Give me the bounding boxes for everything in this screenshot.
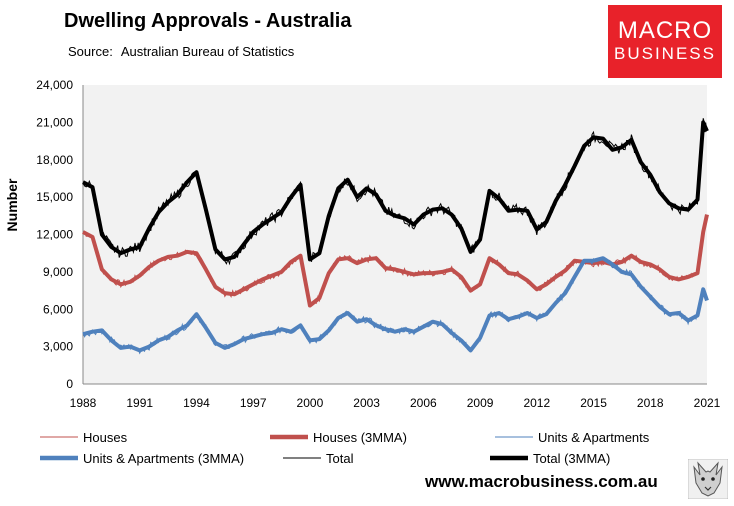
series-line-monthly	[82, 118, 707, 266]
y-tick-label: 21,000	[36, 115, 73, 129]
website-url[interactable]: www.macrobusiness.com.au	[425, 472, 658, 491]
y-axis-label: Number	[4, 178, 20, 231]
y-tick-label: 6,000	[43, 302, 73, 316]
legend-label: Total (3MMA)	[533, 451, 610, 466]
x-tick-label: 1997	[240, 396, 267, 410]
legend: Houses Houses (3MMA) Units & Apartments Uni…	[40, 430, 650, 466]
x-tick-label: 2012	[523, 396, 550, 410]
legend-label: Units & Apartments (3MMA)	[83, 451, 244, 466]
x-tick-label: 2009	[467, 396, 494, 410]
x-tick-label: 2015	[580, 396, 607, 410]
series-line	[82, 256, 709, 353]
plot-area	[83, 85, 707, 384]
source-label: Source:	[68, 44, 113, 59]
macrobusiness-logo[interactable]: MACRO BUSINESS	[608, 5, 722, 78]
x-tick-label: 1991	[126, 396, 153, 410]
y-tick-label: 3,000	[43, 340, 73, 354]
y-tick-label: 0	[66, 377, 73, 391]
x-tick-label: 2018	[637, 396, 664, 410]
legend-label: Houses (3MMA)	[313, 430, 407, 445]
x-tick-label: 1994	[183, 396, 210, 410]
x-tick-label: 2006	[410, 396, 437, 410]
source-line: Source: Australian Bureau of Statistics	[68, 44, 294, 59]
x-tick-label: 2003	[353, 396, 380, 410]
y-tick-label: 15,000	[36, 190, 73, 204]
y-tick-label: 9,000	[43, 265, 73, 279]
series-line	[82, 120, 709, 262]
legend-label: Total	[326, 451, 354, 466]
x-tick-labels: 1988 1991 1994 1997 2000 2003 2006 2009 2012 2015…	[70, 396, 721, 410]
series-lines	[82, 118, 709, 355]
y-tick-label: 18,000	[36, 153, 73, 167]
source-value: Australian Bureau of Statistics	[120, 44, 295, 59]
legend-label: Units & Apartments	[538, 430, 650, 445]
logo-line-2: BUSINESS	[614, 44, 716, 63]
x-tick-label: 1988	[70, 396, 97, 410]
logo-line-1: MACRO	[617, 17, 713, 44]
x-tick-label: 2021	[694, 396, 721, 410]
y-tick-labels: 0 3,000 6,000 9,000 12,000 15,000 18,000 21,000…	[36, 78, 73, 391]
x-tick-label: 2000	[297, 396, 324, 410]
chart-title: Dwelling Approvals - Australia	[64, 10, 352, 32]
legend-label: Houses	[83, 430, 128, 445]
y-tick-label: 12,000	[36, 228, 73, 242]
wolf-mascot-icon	[688, 459, 728, 499]
y-tick-label: 24,000	[36, 78, 73, 92]
